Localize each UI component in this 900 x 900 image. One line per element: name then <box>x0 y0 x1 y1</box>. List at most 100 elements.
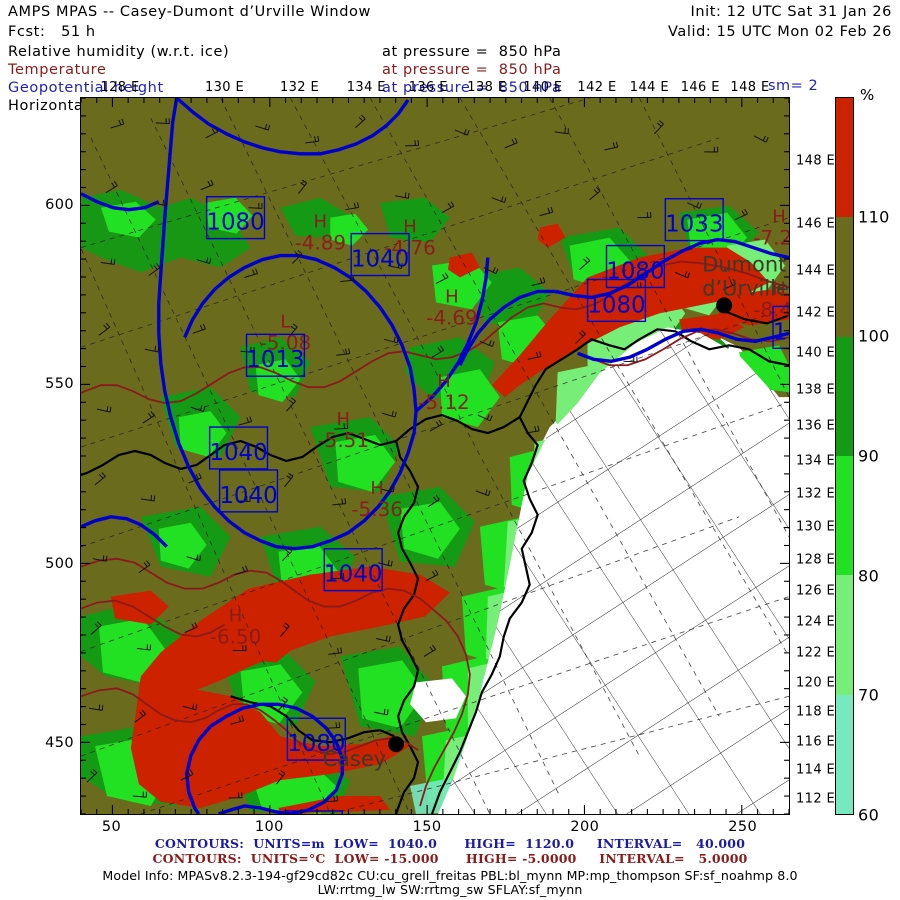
svg-text:-5.51: -5.51 <box>317 428 369 452</box>
geopotential-contours <box>81 98 789 814</box>
longitude-top-label: 144 E <box>629 80 669 95</box>
longitude-right-label: 134 E <box>796 453 836 469</box>
svg-text:-5.36: -5.36 <box>351 497 403 521</box>
temperature-extremum-marker: H-4.69 <box>426 286 478 329</box>
temperature-extremum-marker: H-6.50 <box>210 606 262 649</box>
coastline <box>81 310 789 814</box>
temperature-extrema-layer: H-4.89H-4.76H-4.69L-5.08H-5.12H-5.51H-5.… <box>210 207 789 649</box>
svg-text:-6.50: -6.50 <box>210 624 262 648</box>
geopotential-contour-label: 1033 <box>664 198 724 242</box>
svg-text:H: H <box>229 606 242 627</box>
svg-text:1080: 1080 <box>587 292 645 318</box>
longitude-right-label: 118 E <box>796 704 836 720</box>
svg-text:1080: 1080 <box>206 210 264 236</box>
temperature-extremum-marker: H-4.89 <box>295 212 347 255</box>
longitude-right-label: 112 E <box>796 791 836 807</box>
svg-text:1040: 1040 <box>209 440 267 466</box>
longitude-top-label: 132 E <box>279 80 320 95</box>
svg-text:L: L <box>280 311 290 332</box>
geopotential-contour-label: 1074 <box>283 810 343 814</box>
svg-text:H: H <box>772 278 785 299</box>
pressure-level-geopotential: at pressure = 850 hPa <box>382 80 562 96</box>
footer-contours-temperature: CONTOURS: UNITS=°C LOW= -15.000 HIGH= -5… <box>152 851 748 866</box>
map-render: H-4.89H-4.76H-4.69L-5.08H-5.12H-5.51H-5.… <box>81 98 789 814</box>
field-label-geopotential: Geopotential height <box>8 80 164 96</box>
temperature-extremum-marker: H-4.76 <box>384 217 436 260</box>
longitude-top-label: 128 E <box>100 80 140 95</box>
longitude-top-label: 146 E <box>680 80 720 95</box>
longitude-right-label: 124 E <box>796 614 836 630</box>
longitude-right-label: 136 E <box>796 418 836 434</box>
station-label: d’Urville <box>702 276 789 300</box>
y-axis-tick-label: 500 <box>45 555 74 572</box>
svg-text:-5.12: -5.12 <box>418 390 470 414</box>
x-axis-tick-label: 150 <box>412 819 442 835</box>
longitude-right-label: 142 E <box>796 305 836 321</box>
colorbar-tick: 60 <box>858 805 880 825</box>
geopotential-contour-label: 1080 <box>205 196 266 240</box>
colorbar-segment <box>836 336 853 456</box>
station-label: Dumont <box>702 253 786 277</box>
smoothing-indicator: sm= 2 <box>768 78 818 94</box>
colorbar-tick: 110 <box>858 207 890 227</box>
longitude-right-label: 138 E <box>796 382 836 398</box>
svg-text:H: H <box>437 371 450 392</box>
svg-text:H: H <box>403 217 416 238</box>
svg-text:1040: 1040 <box>219 483 277 509</box>
y-axis-tick-label: 600 <box>45 196 74 213</box>
geopotential-contour-label: 1040 <box>350 232 410 277</box>
svg-text:-7.27: -7.27 <box>753 226 789 250</box>
pressure-level-temperature: at pressure = 850 hPa <box>382 62 562 78</box>
smoothing-label: sm= <box>768 78 804 94</box>
temperature-extremum-marker: H-7.27 <box>753 207 789 250</box>
svg-text:1080: 1080 <box>287 731 345 757</box>
x-axis-tick-label: 100 <box>254 819 284 835</box>
geopotential-contour-label: 1040 <box>218 469 279 513</box>
longitude-top-label: 140 E <box>523 80 563 95</box>
rh-band-110-plus <box>110 223 789 814</box>
svg-text:H: H <box>337 409 350 430</box>
plot-inner-ticks <box>81 98 789 814</box>
svg-text:H: H <box>445 286 458 307</box>
temperature-extremum-marker: H-5.51 <box>317 409 369 452</box>
longitude-right-label: 116 E <box>796 734 836 750</box>
longitude-right-label: 120 E <box>796 675 836 691</box>
colorbar-segment <box>836 575 853 695</box>
svg-text:H: H <box>314 212 327 233</box>
longitude-right-label: 122 E <box>796 645 836 661</box>
geopotential-contour-label: 1080 <box>586 278 647 323</box>
temperature-extremum-marker: H-5.36 <box>351 478 403 521</box>
colorbar-tick: 80 <box>858 566 880 586</box>
rh-data-hole <box>410 678 466 723</box>
x-axis-tick-label: 200 <box>570 819 600 835</box>
longitude-top-label: 138 E <box>467 80 507 95</box>
map-plot-area[interactable]: H -4.89 H -4.76 H -4.69 L -5.08 H -5.12 H -5.51 H -5.… <box>80 97 790 815</box>
footer-model-info-line2: LW:rrtmg_lw SW:rrtmg_sw SFLAY:sf_mynn <box>317 882 583 897</box>
geopotential-contour-label: 1040 <box>323 548 383 592</box>
forecast-hour: Fcst: 51 h <box>8 24 96 40</box>
colorbar-tick: 70 <box>858 685 880 705</box>
y-axis-tick-label: 450 <box>45 735 74 752</box>
svg-text:1033: 1033 <box>665 212 723 238</box>
smoothing-value: 2 <box>808 78 819 94</box>
colorbar-tick: 90 <box>858 446 880 466</box>
longitude-right-label: 146 E <box>796 216 836 232</box>
svg-text:H: H <box>370 478 383 499</box>
valid-time: Valid: 15 UTC Mon 02 Feb 26 <box>667 24 892 40</box>
colorbar[interactable] <box>835 97 854 815</box>
footer-contours-geopotential: CONTOURS: UNITS=m LOW= 1040.0 HIGH= 1120… <box>154 836 746 851</box>
geopotential-contour-label: 1120 <box>772 305 789 349</box>
station-marker[interactable]: Casey <box>322 736 405 771</box>
pressure-level-relative-humidity: at pressure = 850 hPa <box>382 44 562 60</box>
longitude-top-label: 136 E <box>408 80 448 95</box>
svg-text:-8.44: -8.44 <box>753 297 789 321</box>
longitude-right-label: 144 E <box>796 263 836 279</box>
longitude-top-label: 142 E <box>577 80 617 95</box>
svg-text:1040: 1040 <box>351 247 409 273</box>
figure-title: AMPS MPAS -- Casey-Dumont d’Urville Wind… <box>8 4 371 20</box>
longitude-top-label: 134 E <box>346 80 386 95</box>
svg-text:-4.89: -4.89 <box>295 231 347 255</box>
